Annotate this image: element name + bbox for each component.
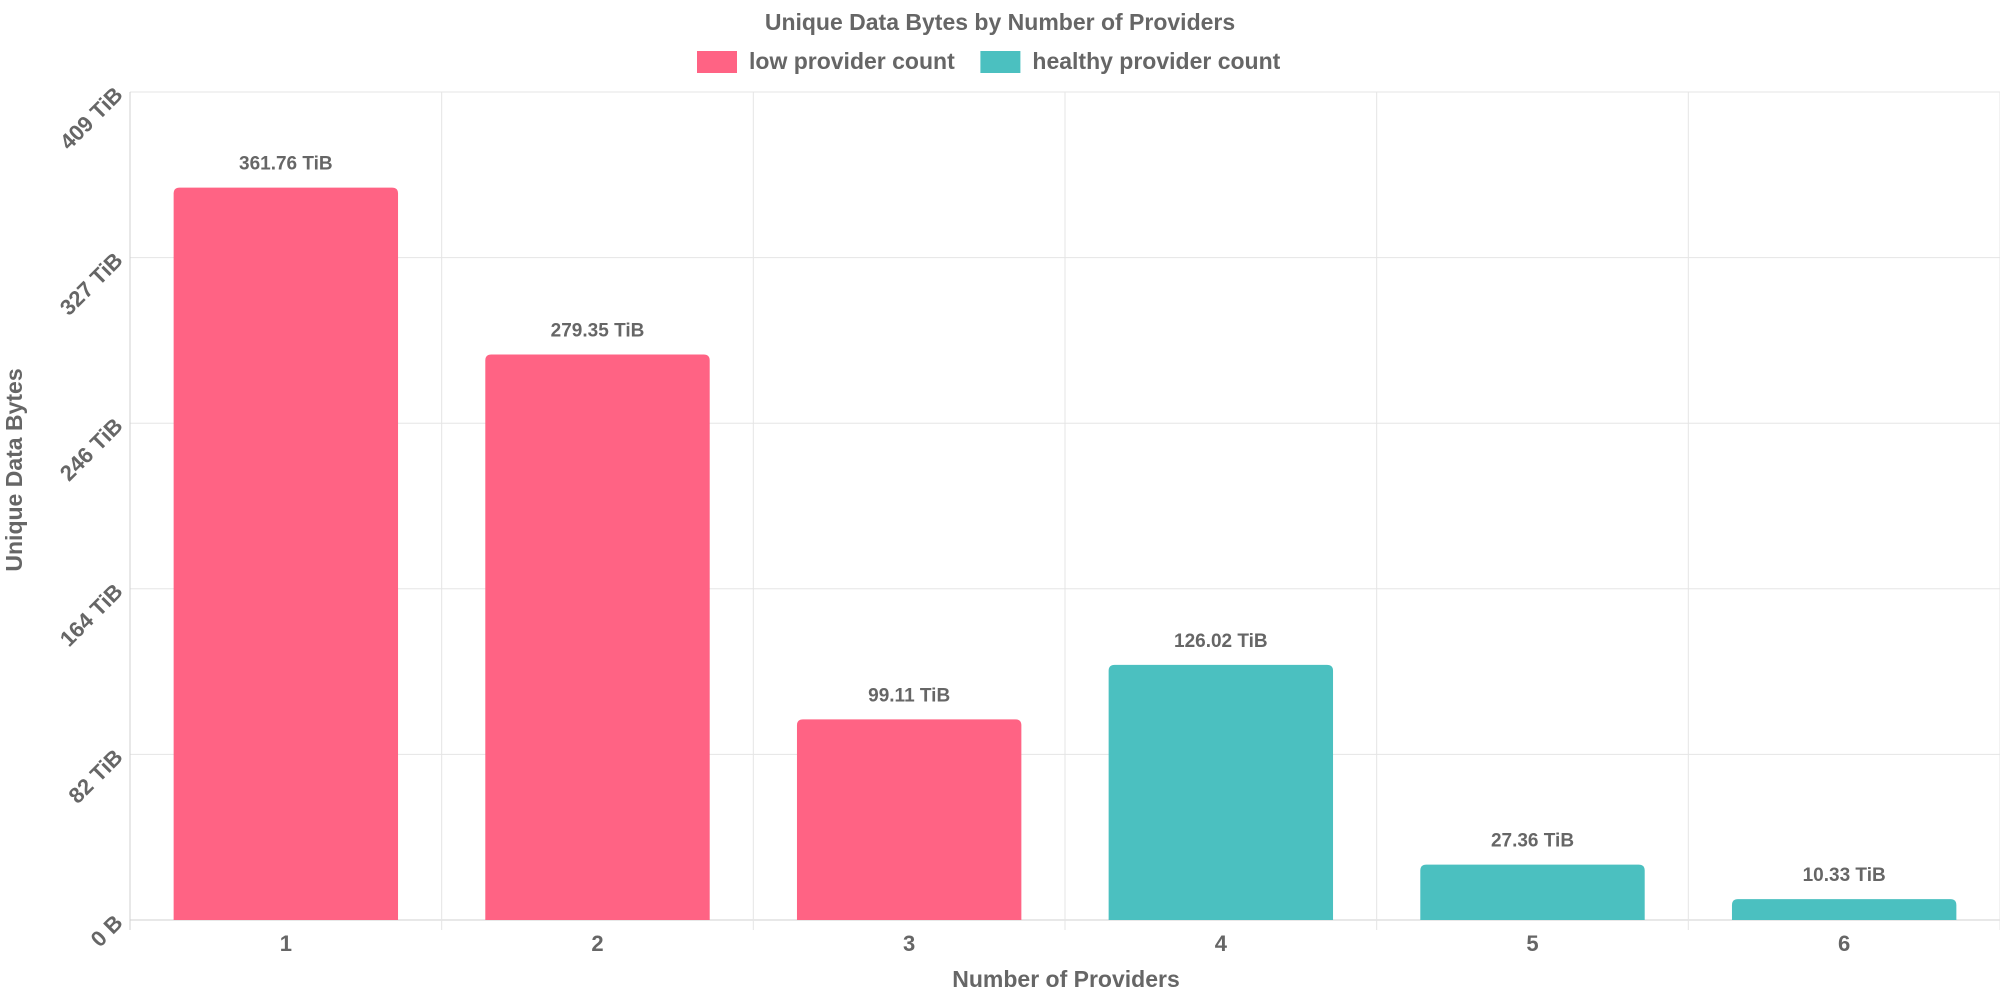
x-tick-label: 1 bbox=[280, 931, 292, 956]
data-label-1: 361.76 TiB bbox=[239, 154, 333, 175]
legend-swatch bbox=[980, 51, 1021, 73]
y-tick-label: 0 B bbox=[86, 910, 128, 952]
x-tick-label: 6 bbox=[1838, 931, 1850, 956]
x-tick-label: 5 bbox=[1526, 931, 1538, 956]
bars bbox=[173, 187, 1957, 920]
bar-1 bbox=[173, 187, 399, 920]
bar-2 bbox=[485, 354, 710, 920]
y-axis-title: Unique Data Bytes bbox=[1, 368, 27, 571]
y-tick-label: 246 TiB bbox=[55, 413, 128, 486]
data-label-6: 10.33 TiB bbox=[1803, 865, 1886, 886]
legend-label: healthy provider count bbox=[1032, 48, 1280, 74]
chart-title: Unique Data Bytes by Number of Providers bbox=[765, 9, 1235, 35]
bar-4 bbox=[1108, 664, 1334, 920]
data-labels: 361.76 TiB 279.35 TiB 99.11 TiB 126.02 TiB 2… bbox=[239, 154, 1886, 886]
y-axis-ticks: 0 B 82 TiB 164 TiB 246 TiB 327 TiB 409 TiB bbox=[55, 82, 128, 952]
legend: low provider count healthy provider count bbox=[697, 48, 1281, 74]
y-tick-label: 327 TiB bbox=[55, 247, 128, 320]
x-tick-label: 2 bbox=[591, 931, 603, 956]
y-tick-label: 164 TiB bbox=[55, 579, 128, 652]
data-label-3: 99.11 TiB bbox=[868, 685, 950, 706]
data-label-2: 279.35 TiB bbox=[551, 320, 645, 341]
y-tick-label: 409 TiB bbox=[55, 82, 128, 155]
y-tick-label: 82 TiB bbox=[63, 744, 127, 808]
bar-3 bbox=[796, 719, 1022, 920]
x-tick-label: 4 bbox=[1215, 931, 1228, 956]
legend-swatch bbox=[697, 51, 737, 73]
legend-item-1: healthy provider count bbox=[980, 48, 1281, 74]
legend-item-0: low provider count bbox=[697, 48, 955, 74]
x-axis-ticks: 1 2 3 4 5 6 bbox=[280, 931, 1851, 956]
legend-label: low provider count bbox=[749, 48, 955, 74]
x-tick-label: 3 bbox=[903, 931, 915, 956]
grid bbox=[129, 91, 2000, 930]
bar-6 bbox=[1731, 899, 1957, 920]
bar-5 bbox=[1420, 864, 1645, 920]
data-label-4: 126.02 TiB bbox=[1174, 631, 1268, 652]
data-label-5: 27.36 TiB bbox=[1491, 831, 1574, 852]
x-axis-title: Number of Providers bbox=[952, 966, 1180, 992]
